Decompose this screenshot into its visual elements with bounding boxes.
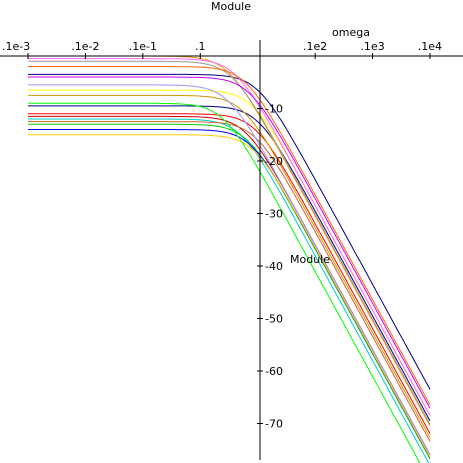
series-line-12 (28, 76, 431, 409)
x-tick-label: .1e-3 (2, 40, 30, 53)
y-tick-label: -30 (265, 208, 283, 221)
series-layer (28, 55, 431, 463)
chart-title: Module (211, 0, 251, 13)
y-tick-label: -40 (265, 260, 283, 273)
series-line-1 (28, 73, 431, 390)
x-tick-label: .1e-1 (129, 40, 157, 53)
x-tick-label: .1e2 (303, 40, 327, 53)
series-line-6 (28, 118, 430, 463)
series-line-16 (28, 102, 421, 463)
series-line-7 (28, 121, 431, 442)
series-line-11 (28, 66, 431, 406)
x-tick-label: .1e4 (418, 40, 442, 53)
series-line-2 (28, 89, 431, 416)
y-tick-label: -70 (265, 418, 283, 431)
series-line-10 (28, 60, 431, 425)
x-tick-label: .1e3 (360, 40, 384, 53)
series-line-3 (28, 105, 431, 422)
y-axis-label: Module (290, 253, 330, 266)
series-line-5 (28, 115, 431, 455)
y-ticks: -10 -20 -30 -40 -50 -60 -70 (257, 103, 283, 431)
series-line-15 (28, 134, 431, 458)
series-line-13 (28, 123, 431, 460)
series-line-9 (28, 58, 431, 416)
x-tick-label: .1 (195, 40, 206, 53)
y-tick-label: -60 (265, 365, 283, 378)
series-line-4 (28, 113, 431, 434)
x-tick-label: .1e-2 (71, 40, 99, 53)
y-tick-label: -20 (265, 155, 283, 168)
y-tick-label: -10 (265, 103, 283, 116)
y-tick-label: -50 (265, 313, 283, 326)
x-ticks: .1e-3 .1e-2 .1e-1 .1 .1e2 .1e3 .1e4 (2, 40, 442, 59)
x-axis-label: omega (332, 26, 370, 39)
series-line-17 (28, 94, 431, 438)
series-line-18 (28, 84, 431, 456)
